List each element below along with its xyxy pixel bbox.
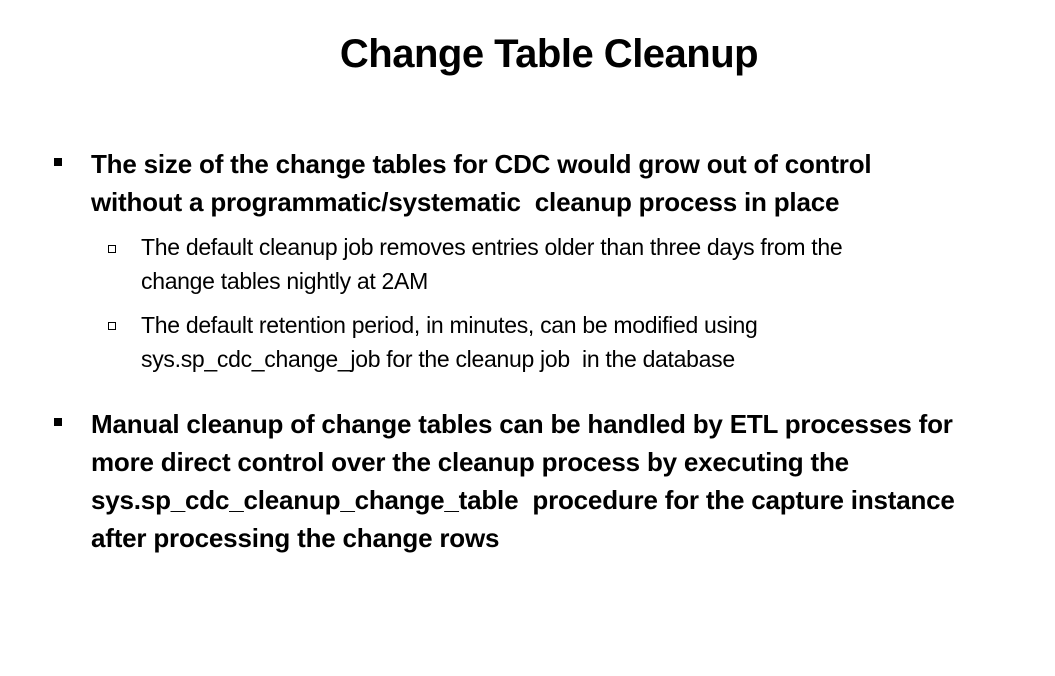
- bullet-2-line-2: more direct control over the cleanup pro…: [91, 447, 849, 477]
- filled-square-bullet-icon: [54, 158, 62, 166]
- hollow-square-bullet-icon: [108, 322, 116, 330]
- subbullet-1-1-line-1: The default cleanup job removes entries …: [141, 234, 843, 260]
- bullet-2-line-4: after processing the change rows: [91, 523, 500, 553]
- bullet-2: Manual cleanup of change tables can be h…: [91, 405, 1051, 557]
- hollow-square-bullet-icon: [108, 245, 116, 253]
- subbullet-1-2: The default retention period, in minutes…: [141, 308, 1041, 376]
- bullet-1-line-1: The size of the change tables for CDC wo…: [91, 149, 872, 179]
- subbullet-1-2-line-1: The default retention period, in minutes…: [141, 312, 758, 338]
- filled-square-bullet-icon: [54, 418, 62, 426]
- subbullet-1-1: The default cleanup job removes entries …: [141, 230, 1041, 298]
- bullet-1-line-2: without a programmatic/systematic cleanu…: [91, 187, 840, 217]
- subbullet-1-2-line-2: sys.sp_cdc_change_job for the cleanup jo…: [141, 346, 735, 372]
- slide-title: Change Table Cleanup: [339, 32, 759, 76]
- bullet-1: The size of the change tables for CDC wo…: [91, 145, 1051, 221]
- bullet-2-line-1: Manual cleanup of change tables can be h…: [91, 409, 953, 439]
- subbullet-1-1-line-2: change tables nightly at 2AM: [141, 268, 428, 294]
- bullet-2-line-3: sys.sp_cdc_cleanup_change_table procedur…: [91, 485, 955, 515]
